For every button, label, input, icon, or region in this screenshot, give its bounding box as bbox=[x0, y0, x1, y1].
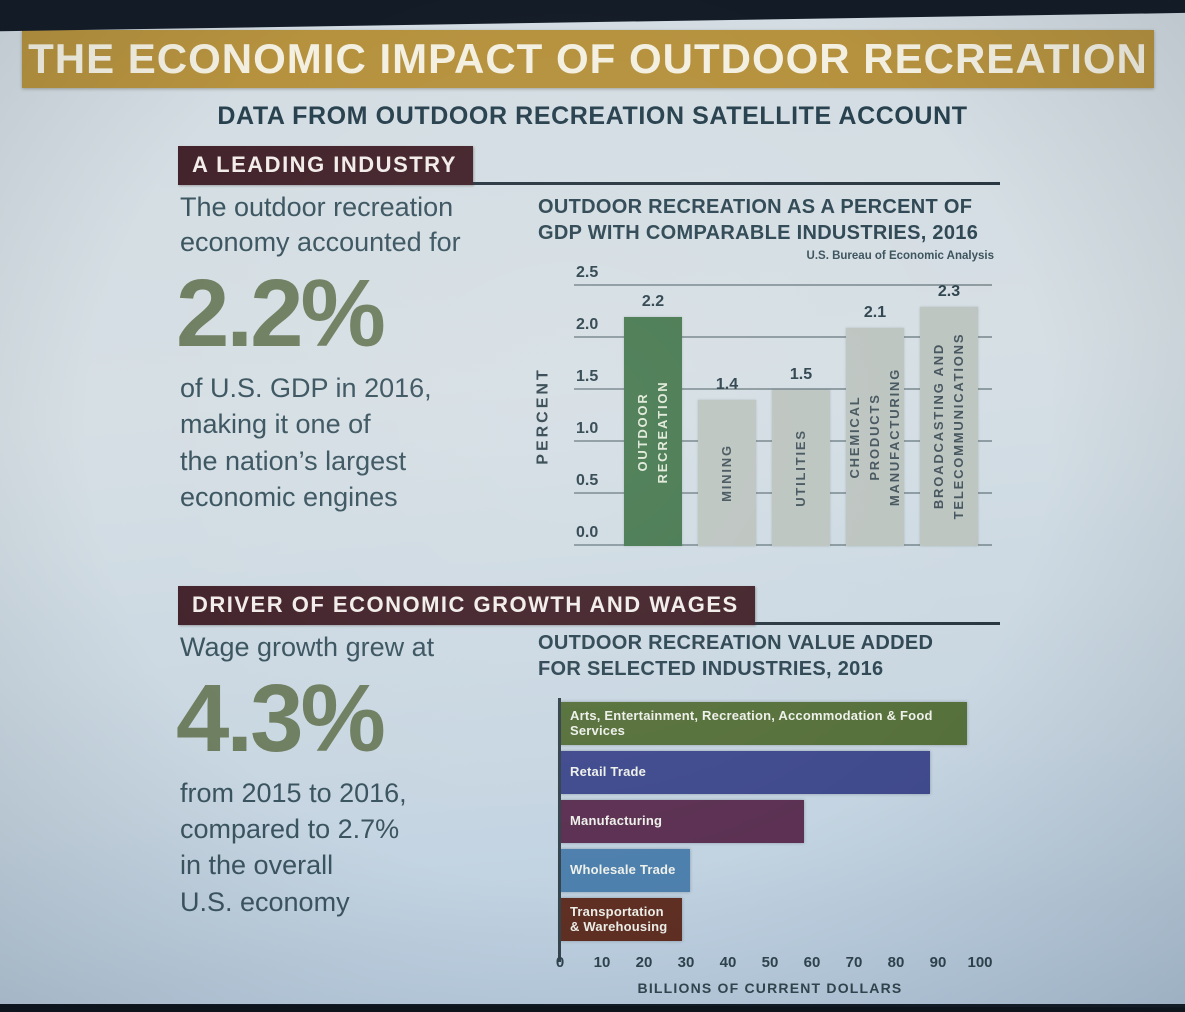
hbar-label: Transportation & Warehousing bbox=[570, 903, 668, 934]
slide-subtitle: DATA FROM OUTDOOR RECREATION SATELLITE A… bbox=[217, 102, 968, 130]
gdp-chart: OUTDOOR RECREATION AS A PERCENT OF GDP W… bbox=[535, 194, 994, 584]
gdp-chart-title: OUTDOOR RECREATION AS A PERCENT OF GDP W… bbox=[538, 196, 979, 244]
gdp-bar: 2.1 CHEMICAL PRODUCTS MANUFACTURING bbox=[846, 304, 904, 546]
section1-stat-value: 2.2% bbox=[176, 260, 386, 368]
photo-bottom-band bbox=[0, 1004, 1185, 1012]
section2-banner-row: DRIVER OF ECONOMIC GROWTH AND WAGES bbox=[178, 586, 1000, 625]
y-tick-label: 2.0 bbox=[576, 316, 599, 333]
bar-category-label: BROADCASTING AND TELECOMMUNICATIONS bbox=[930, 333, 966, 520]
x-tick-label: 50 bbox=[761, 954, 779, 971]
title-banner: THE ECONOMIC IMPACT OF OUTDOOR RECREATIO… bbox=[22, 30, 1154, 88]
bar-category-label: MINING bbox=[718, 444, 734, 503]
x-tick-label: 40 bbox=[719, 954, 737, 971]
hbar-label: Manufacturing bbox=[570, 813, 663, 829]
section2-stat-value: 4.3% bbox=[176, 665, 386, 773]
gdp-chart-area: PERCENT 2.2 OUTDOOR RECREATION 1.4 MINING 1.… bbox=[535, 264, 994, 568]
bar-value-label: 1.4 bbox=[715, 376, 739, 394]
bar-category-label: CHEMICAL PRODUCTS MANUFACTURING bbox=[846, 367, 903, 506]
hbar: Wholesale Trade bbox=[560, 849, 691, 892]
bar-category-label: OUTDOOR RECREATION bbox=[634, 380, 670, 484]
bar-value-label: 2.3 bbox=[937, 282, 961, 300]
hbar-label: Wholesale Trade bbox=[570, 862, 676, 878]
y-tick-label: 0.5 bbox=[576, 472, 599, 489]
x-tick-label: 20 bbox=[635, 954, 653, 971]
x-tick-label: 70 bbox=[845, 954, 863, 971]
x-tick-label: 0 bbox=[555, 954, 565, 971]
section1-stat-description: of U.S. GDP in 2016, making it one of th… bbox=[180, 373, 432, 512]
y-axis-label: PERCENT bbox=[535, 367, 553, 465]
gdp-bar: 1.5 UTILITIES bbox=[772, 366, 830, 546]
hbar-row: Retail Trade bbox=[560, 751, 980, 794]
x-tick-label: 30 bbox=[677, 954, 695, 971]
slide: THE ECONOMIC IMPACT OF OUTDOOR RECREATIO… bbox=[0, 10, 1185, 1004]
va-rows: Arts, Entertainment, Recreation, Accommo… bbox=[560, 702, 980, 941]
section1-underline bbox=[472, 182, 1000, 185]
bar-value-label: 2.2 bbox=[641, 293, 665, 311]
bar-value-label: 2.1 bbox=[863, 303, 887, 321]
section2-banner: DRIVER OF ECONOMIC GROWTH AND WAGES bbox=[178, 586, 755, 625]
section2-lead-text: Wage growth grew at bbox=[180, 632, 435, 662]
section1-banner: A LEADING INDUSTRY bbox=[178, 146, 473, 185]
hbar-row: Wholesale Trade bbox=[560, 849, 980, 892]
hbar: Transportation & Warehousing bbox=[560, 898, 682, 941]
value-added-chart-title: OUTDOOR RECREATION VALUE ADDED FOR SELEC… bbox=[538, 632, 934, 680]
section1-banner-row: A LEADING INDUSTRY bbox=[178, 146, 1000, 185]
section1-left-column: The outdoor recreation economy accounted… bbox=[176, 190, 540, 515]
hbar-row: Transportation & Warehousing bbox=[560, 898, 980, 941]
hbar: Arts, Entertainment, Recreation, Accommo… bbox=[560, 702, 968, 745]
hbar: Retail Trade bbox=[560, 751, 930, 794]
y-tick-label: 2.5 bbox=[576, 264, 599, 281]
gdp-bars: 2.2 OUTDOOR RECREATION 1.4 MINING 1.5 UTILITI… bbox=[574, 283, 992, 546]
y-tick-label: 0.0 bbox=[576, 524, 599, 541]
gridline bbox=[574, 388, 992, 390]
hbar-row: Arts, Entertainment, Recreation, Accommo… bbox=[560, 702, 980, 745]
x-tick-label: 10 bbox=[593, 954, 611, 971]
x-tick-label: 60 bbox=[803, 954, 821, 971]
x-tick-label: 90 bbox=[929, 954, 947, 971]
y-tick-label: 1.0 bbox=[576, 420, 599, 437]
va-xticks: 0 10 20 30 40 50 60 70 80 90 100 bbox=[556, 954, 993, 974]
section1-lead-text: The outdoor recreation economy accounted… bbox=[180, 192, 461, 258]
value-added-chart: Arts, Entertainment, Recreation, Accommo… bbox=[556, 698, 993, 998]
bar-value-label: 1.5 bbox=[789, 366, 813, 383]
gridline bbox=[574, 336, 992, 338]
gdp-plot: 2.2 OUTDOOR RECREATION 1.4 MINING 1.5 UTILITI… bbox=[574, 264, 992, 546]
hbar-label: Arts, Entertainment, Recreation, Accommo… bbox=[570, 707, 933, 738]
x-axis-title: BILLIONS OF CURRENT DOLLARS bbox=[637, 980, 903, 996]
gdp-bar: 1.4 MINING bbox=[698, 376, 756, 546]
x-axis-line bbox=[558, 698, 561, 962]
x-tick-label: 100 bbox=[967, 954, 993, 971]
hbar-row: Manufacturing bbox=[560, 800, 980, 843]
y-tick-label: 1.5 bbox=[576, 368, 599, 385]
section2-underline bbox=[754, 622, 1000, 625]
gdp-chart-source: U.S. Bureau of Economic Analysis bbox=[806, 250, 994, 262]
slide-title: THE ECONOMIC IMPACT OF OUTDOOR RECREATIO… bbox=[28, 35, 1148, 82]
gdp-bar: 2.3 BROADCASTING AND TELECOMMUNICATIONS bbox=[920, 283, 978, 546]
section2-stat-description: from 2015 to 2016, compared to 2.7% in t… bbox=[180, 778, 407, 917]
x-tick-label: 80 bbox=[887, 954, 905, 971]
hbar: Manufacturing bbox=[560, 800, 804, 843]
section2-left-column: Wage growth grew at 4.3% from 2015 to 20… bbox=[176, 630, 540, 920]
bar-category-label: UTILITIES bbox=[792, 429, 808, 507]
gridline bbox=[574, 284, 992, 286]
value-added-chart-title-block: OUTDOOR RECREATION VALUE ADDED FOR SELEC… bbox=[538, 630, 994, 682]
hbar-label: Retail Trade bbox=[570, 764, 647, 780]
gdp-bar: 2.2 OUTDOOR RECREATION bbox=[624, 293, 682, 546]
